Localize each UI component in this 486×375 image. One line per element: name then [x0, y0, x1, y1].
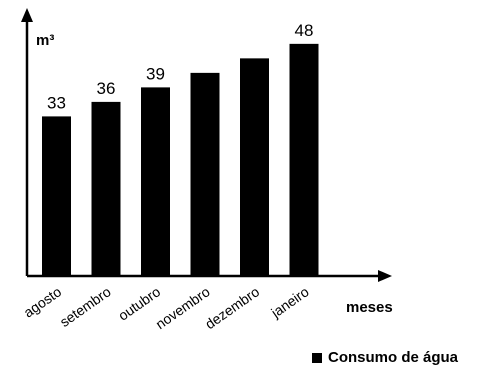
- data-labels: 33 36 39 48: [47, 21, 313, 113]
- tick-label-dezembro: dezembro: [202, 283, 262, 332]
- data-label-janeiro: 48: [295, 21, 314, 40]
- legend-label: Consumo de água: [328, 349, 459, 366]
- data-label-agosto: 33: [47, 93, 66, 112]
- tick-label-novembro: novembro: [153, 283, 213, 332]
- tick-label-janeiro: janeiro: [267, 283, 312, 321]
- data-label-setembro: 36: [97, 79, 116, 98]
- bar-dezembro: [240, 58, 269, 277]
- bar-outubro: [141, 87, 170, 276]
- y-axis-label: m³: [36, 32, 54, 49]
- bar-setembro: [91, 101, 121, 277]
- bar-agosto: [42, 116, 71, 277]
- tick-label-setembro: setembro: [57, 283, 114, 330]
- bar-janeiro: [289, 43, 319, 276]
- bars: [42, 43, 319, 277]
- bar-novembro: [190, 72, 220, 276]
- legend: Consumo de água: [312, 349, 458, 366]
- legend-swatch: [312, 352, 322, 363]
- data-label-outubro: 39: [146, 64, 165, 83]
- y-axis-arrow: [21, 8, 33, 22]
- x-axis-label: meses: [346, 299, 393, 316]
- x-axis-arrow: [378, 270, 392, 282]
